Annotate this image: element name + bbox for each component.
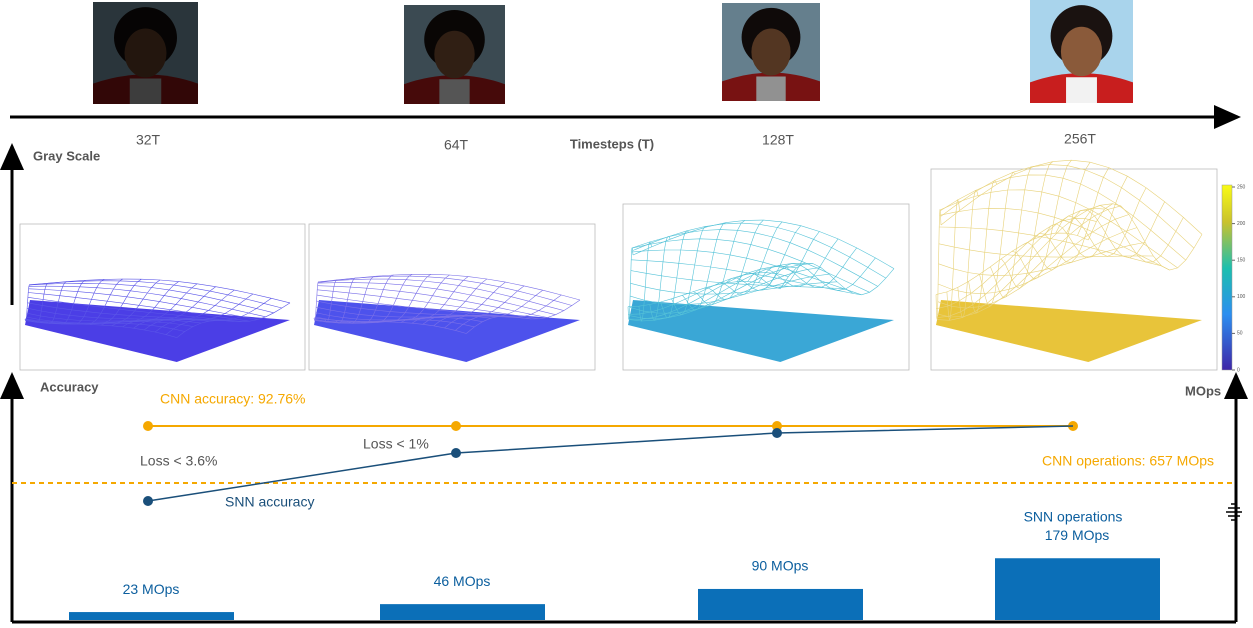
bar	[698, 588, 863, 620]
plot-floor	[314, 300, 580, 362]
face-images	[93, 0, 1133, 104]
timestep-label: 256T	[1064, 131, 1096, 147]
bar-label: 179 MOps	[1045, 527, 1110, 543]
plot-mesh	[937, 214, 1129, 309]
plot-mesh	[714, 221, 783, 295]
plot-mesh	[938, 242, 1146, 276]
colorbar	[1221, 184, 1233, 371]
shade	[1030, 0, 1133, 103]
plot-mesh	[314, 319, 475, 328]
plot-mesh	[627, 281, 781, 307]
face	[1060, 26, 1103, 77]
plot-mesh	[1022, 162, 1091, 271]
plot-mesh	[1033, 167, 1110, 263]
plot-mesh	[25, 320, 193, 327]
plot-mesh	[1044, 176, 1128, 259]
snn-points	[143, 428, 782, 506]
cnn-ops-label: CNN operations: 657 MOps	[1042, 453, 1214, 469]
plot-floor	[25, 300, 290, 362]
gray-label: Gray Scale	[33, 148, 100, 163]
plot-mesh	[133, 286, 216, 329]
plot-mesh	[630, 281, 838, 295]
bar-label: 46 MOps	[434, 573, 491, 589]
time-label: Timesteps (T)	[570, 136, 654, 151]
colorbar-tick-label: 100	[1237, 294, 1246, 300]
plot-mesh	[154, 293, 254, 333]
bar-label: 23 MOps	[123, 581, 180, 597]
plot-mesh	[176, 302, 291, 338]
colorbar-tick-label: 50	[1237, 331, 1243, 337]
shade	[93, 2, 198, 104]
colorbar-tick-label: 250	[1237, 184, 1246, 190]
plot-mesh	[769, 257, 876, 291]
plot-mesh	[725, 225, 802, 291]
bar	[69, 612, 234, 620]
snn-accuracy-line	[147, 425, 1074, 502]
plot-mesh	[25, 320, 185, 332]
loss-label: Loss < 3.6%	[140, 453, 217, 469]
timestep-label: 64T	[444, 137, 469, 153]
plot-mesh	[1055, 187, 1147, 257]
plot-mesh	[936, 207, 1105, 318]
plot-mesh	[1088, 203, 1203, 271]
plot-mesh	[433, 285, 525, 327]
plot-mesh	[24, 318, 177, 338]
face	[751, 28, 791, 76]
surface-plots	[19, 159, 1218, 371]
cnn-accuracy-label: CNN accuracy: 92.76%	[160, 391, 306, 407]
plot-mesh	[780, 263, 895, 296]
plot-mesh	[165, 298, 272, 335]
colorbar-tick-label: 200	[1237, 221, 1246, 227]
plot-mesh	[444, 289, 543, 329]
mops-label: MOps	[1185, 383, 1221, 398]
plot-mesh	[144, 289, 235, 331]
plot-mesh	[629, 267, 821, 314]
plot-mesh	[455, 294, 562, 331]
shade	[404, 5, 505, 104]
axis-break	[1226, 503, 1242, 521]
plot-mesh	[937, 205, 1121, 318]
bar-label: 90 MOps	[752, 558, 809, 574]
plot-floor	[628, 300, 894, 362]
plot-mesh	[466, 299, 581, 334]
bar	[995, 558, 1160, 620]
plot-mesh	[937, 203, 1113, 321]
plot-mesh	[313, 317, 467, 334]
plot-mesh	[747, 238, 839, 288]
bar	[380, 604, 545, 620]
timestep-label: 128T	[762, 132, 794, 148]
plot-mesh	[935, 232, 1089, 295]
plot-mesh	[314, 317, 483, 324]
plot-mesh	[758, 247, 857, 288]
plot-mesh	[1077, 204, 1184, 263]
snn-accuracy-label: SNN accuracy	[225, 494, 314, 510]
plot-mesh	[628, 265, 797, 320]
plot-mesh	[122, 283, 198, 328]
shirt	[756, 76, 786, 101]
timestep-label: 32T	[136, 132, 161, 148]
shade	[722, 3, 820, 101]
colorbar-tick-label: 0	[1237, 367, 1240, 373]
plot-mesh	[630, 273, 830, 305]
shirt	[1066, 77, 1097, 103]
plot-mesh	[629, 263, 813, 320]
accuracy-label: Accuracy	[40, 379, 99, 394]
snn-ops-label: SNN operations	[1024, 509, 1123, 525]
colorbar-tick-label: 150	[1237, 258, 1246, 264]
plot-floor	[936, 300, 1202, 362]
plot-mesh	[628, 272, 789, 315]
plot-mesh	[936, 218, 1097, 309]
loss-label: Loss < 1%	[363, 436, 429, 452]
plot-mesh	[27, 302, 234, 322]
